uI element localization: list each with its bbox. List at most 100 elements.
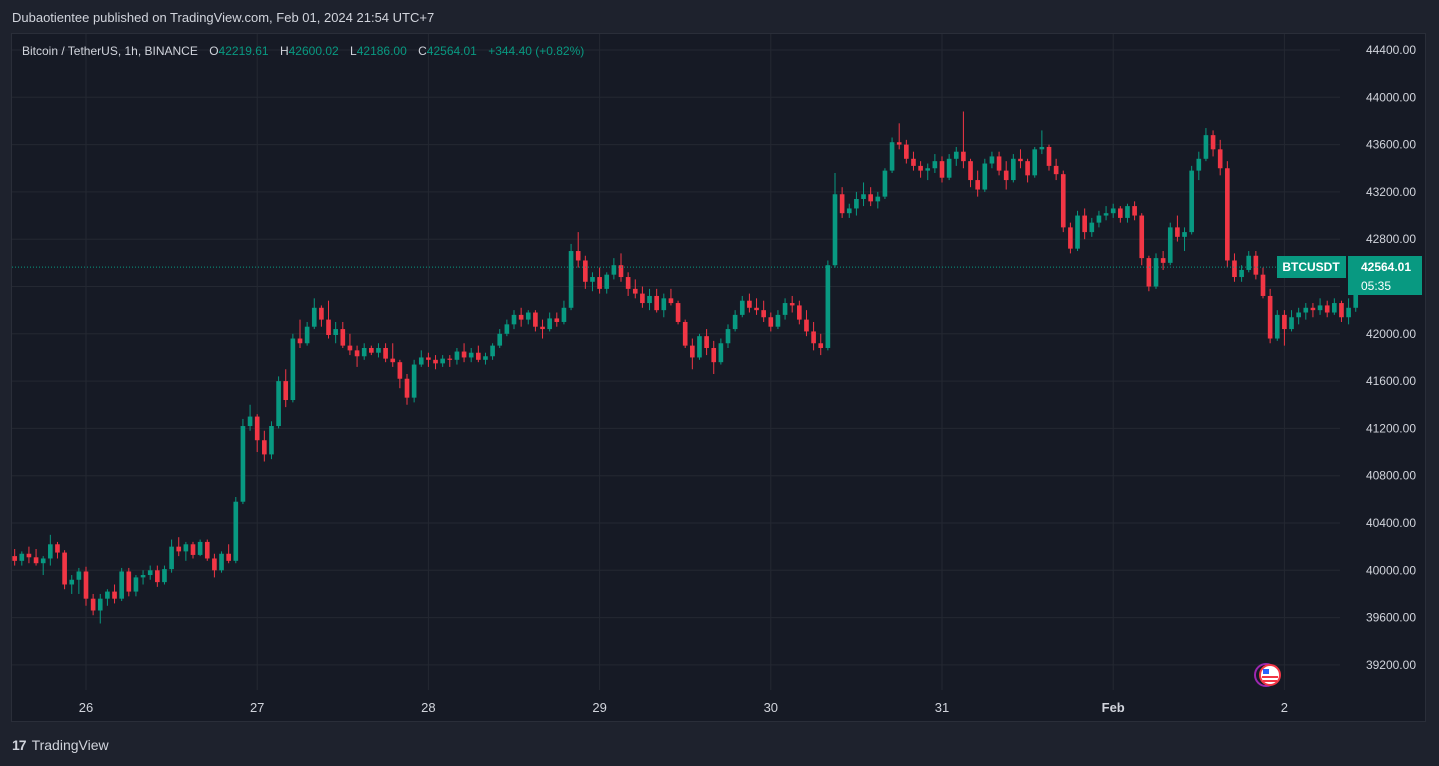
candle[interactable] xyxy=(183,541,189,561)
candle[interactable] xyxy=(1046,144,1052,171)
candle[interactable] xyxy=(62,550,67,590)
candle[interactable] xyxy=(996,151,1002,176)
candle[interactable] xyxy=(704,329,709,356)
candle[interactable] xyxy=(525,310,531,325)
candle[interactable] xyxy=(754,298,759,315)
candle[interactable] xyxy=(1018,149,1023,169)
candle[interactable] xyxy=(1068,222,1073,254)
candle[interactable] xyxy=(276,376,281,429)
candle[interactable] xyxy=(1153,253,1159,289)
candle[interactable] xyxy=(1203,128,1209,162)
candle[interactable] xyxy=(561,300,567,325)
candle[interactable] xyxy=(625,272,631,296)
chart-pane[interactable] xyxy=(11,33,1426,722)
candle[interactable] xyxy=(254,414,260,453)
candle[interactable] xyxy=(932,154,938,173)
candle[interactable] xyxy=(547,312,552,332)
candle[interactable] xyxy=(1239,265,1244,282)
candle[interactable] xyxy=(832,172,838,268)
candle[interactable] xyxy=(1039,130,1045,155)
candle[interactable] xyxy=(147,565,153,580)
candle[interactable] xyxy=(262,430,267,462)
candle[interactable] xyxy=(896,123,902,150)
candle[interactable] xyxy=(290,333,296,403)
candle[interactable] xyxy=(1032,146,1038,178)
candle[interactable] xyxy=(504,319,510,337)
candle[interactable] xyxy=(1332,298,1337,315)
candle[interactable] xyxy=(1082,208,1087,240)
candle[interactable] xyxy=(1110,203,1116,218)
candle[interactable] xyxy=(369,345,374,356)
candle[interactable] xyxy=(761,300,766,322)
candle[interactable] xyxy=(133,575,139,597)
candle[interactable] xyxy=(590,272,595,292)
candle[interactable] xyxy=(668,288,674,306)
candle[interactable] xyxy=(939,156,945,183)
candle[interactable] xyxy=(1075,210,1080,252)
candle[interactable] xyxy=(1303,303,1309,320)
candle[interactable] xyxy=(497,329,503,348)
candle[interactable] xyxy=(711,340,717,375)
candle[interactable] xyxy=(911,151,916,171)
candle[interactable] xyxy=(311,298,317,330)
candle[interactable] xyxy=(169,539,174,573)
candle[interactable] xyxy=(83,566,89,606)
candle[interactable] xyxy=(640,286,645,308)
candle[interactable] xyxy=(1310,303,1316,318)
candle[interactable] xyxy=(982,158,988,192)
candle[interactable] xyxy=(1225,161,1230,268)
candle[interactable] xyxy=(725,324,731,348)
candle[interactable] xyxy=(383,343,388,363)
candle[interactable] xyxy=(918,161,923,178)
candle[interactable] xyxy=(26,546,32,564)
candle[interactable] xyxy=(1182,227,1187,252)
candle[interactable] xyxy=(476,345,481,363)
candle[interactable] xyxy=(176,537,182,557)
candle[interactable] xyxy=(269,421,274,460)
candle[interactable] xyxy=(1346,298,1351,325)
candle[interactable] xyxy=(1146,255,1152,292)
candle[interactable] xyxy=(953,146,959,166)
candle[interactable] xyxy=(554,312,560,327)
candle[interactable] xyxy=(654,288,659,313)
candle[interactable] xyxy=(611,258,617,280)
candle[interactable] xyxy=(568,243,574,311)
candle[interactable] xyxy=(811,321,816,351)
candle[interactable] xyxy=(411,359,417,403)
candle[interactable] xyxy=(583,255,588,289)
candle[interactable] xyxy=(975,170,980,197)
candle[interactable] xyxy=(48,534,53,566)
candle[interactable] xyxy=(875,191,881,209)
candle[interactable] xyxy=(40,556,46,576)
candle[interactable] xyxy=(447,355,453,367)
candle[interactable] xyxy=(33,549,39,566)
candle[interactable] xyxy=(1324,300,1330,318)
candle[interactable] xyxy=(797,300,802,325)
candle[interactable] xyxy=(119,567,124,602)
candle[interactable] xyxy=(1317,298,1323,315)
candle[interactable] xyxy=(804,310,809,337)
candle[interactable] xyxy=(140,570,146,585)
candle[interactable] xyxy=(846,203,852,218)
candle[interactable] xyxy=(540,319,545,339)
candle[interactable] xyxy=(283,369,289,408)
tradingview-logo[interactable]: 17 TradingView xyxy=(12,737,109,753)
candle[interactable] xyxy=(197,539,203,557)
us-flag-icon[interactable] xyxy=(1254,663,1281,687)
candle[interactable] xyxy=(418,350,424,367)
candle[interactable] xyxy=(1096,210,1102,228)
candle[interactable] xyxy=(768,312,774,332)
candle[interactable] xyxy=(247,404,253,431)
candle[interactable] xyxy=(889,137,895,173)
candle[interactable] xyxy=(376,343,381,358)
candle[interactable] xyxy=(212,553,217,578)
candle[interactable] xyxy=(818,333,824,356)
candle[interactable] xyxy=(1175,215,1180,242)
candle[interactable] xyxy=(126,567,132,597)
candle[interactable] xyxy=(440,355,445,367)
candle[interactable] xyxy=(155,565,160,587)
candle[interactable] xyxy=(326,300,331,339)
candle[interactable] xyxy=(361,343,367,360)
candle[interactable] xyxy=(219,551,224,573)
